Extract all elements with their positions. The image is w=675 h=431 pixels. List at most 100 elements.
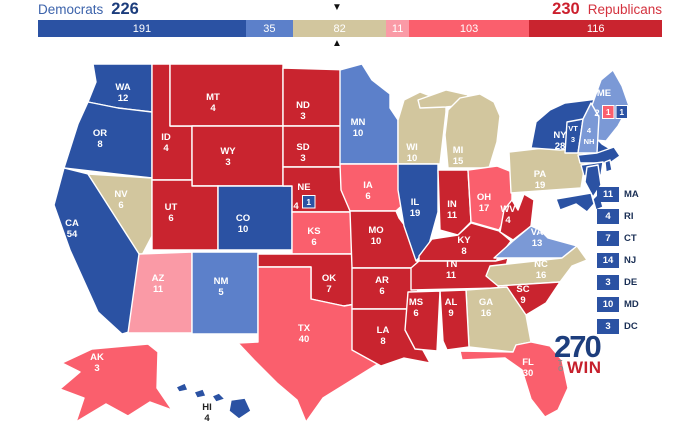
sidebar-ev-box-dc: 3 xyxy=(597,319,619,334)
state-label-ut: UT 6 xyxy=(165,202,178,224)
state-label-vt: VT 3 xyxy=(568,124,578,144)
state-label-nc: NC 16 xyxy=(534,259,548,281)
state-mi[interactable] xyxy=(444,93,501,169)
small-state-legend: 11 MA 4 RI 7 CT 14 NJ 3 DE 10 MD 3 DC xyxy=(597,187,639,334)
state-label-mn: MN 10 xyxy=(351,117,366,139)
state-label-tx: TX 40 xyxy=(298,323,311,345)
sidebar-label-de: DE xyxy=(624,277,638,288)
state-label-ar: AR 6 xyxy=(375,275,389,297)
bar-segment-tossup: 82 xyxy=(292,20,387,37)
state-hi-island-2[interactable] xyxy=(193,388,207,399)
state-hi-island-3[interactable] xyxy=(211,392,226,403)
state-label-az: AZ 11 xyxy=(152,273,165,295)
state-label-ne: NE xyxy=(297,182,310,193)
bar-segment-safe-dem: 191 xyxy=(38,20,246,37)
state-fl[interactable] xyxy=(459,341,569,418)
state-mt[interactable] xyxy=(169,63,284,127)
state-ms[interactable] xyxy=(404,290,441,352)
state-label-wy: WY 3 xyxy=(220,146,236,168)
state-ak[interactable] xyxy=(59,343,173,423)
republicans-label: Republicans xyxy=(587,2,662,17)
state-label-mt: MT 4 xyxy=(206,92,220,114)
sidebar-ev-box-ct: 7 xyxy=(597,231,619,246)
state-label-co: CO 10 xyxy=(236,213,250,235)
state-label-wv: WV 4 xyxy=(500,204,516,226)
state-label-me: ME xyxy=(597,88,611,99)
state-label-ny: NY 28 xyxy=(553,130,567,152)
logo-to: TO xyxy=(558,360,564,373)
state-label-mi: MI 15 xyxy=(453,145,464,167)
state-co[interactable] xyxy=(217,185,293,251)
state-label-oh: OH 17 xyxy=(477,192,491,214)
state-label-tn: TN 11 xyxy=(445,259,458,281)
state-or[interactable] xyxy=(63,101,153,179)
state-label-nh: 4 NH xyxy=(584,126,595,146)
sidebar-ev-box-ri: 4 xyxy=(597,209,619,224)
sidebar-ev-box-ma: 11 xyxy=(597,187,619,202)
state-ma[interactable] xyxy=(577,146,621,164)
state-label-al: AL 9 xyxy=(445,297,458,319)
win-threshold-marker-up-icon: ▲ xyxy=(332,38,342,49)
state-hi-island-1[interactable] xyxy=(175,382,189,393)
state-label-nd: ND 3 xyxy=(296,100,310,122)
state-label-ok: OK 7 xyxy=(322,273,336,295)
state-label-ms: MS 6 xyxy=(409,297,423,319)
me-district-1-ev: 1 xyxy=(619,107,624,117)
democrats-header: Democrats 226 xyxy=(38,0,139,19)
state-label-hi: HI 4 xyxy=(202,402,212,424)
sidebar-label-ri: RI xyxy=(624,211,634,222)
me-district-2-box[interactable] xyxy=(602,105,615,119)
bar-segment-likely-rep: 103 xyxy=(408,20,530,37)
sidebar-ev-box-nj: 14 xyxy=(597,253,619,268)
bar-segment-likely-dem: 35 xyxy=(245,20,293,37)
state-md[interactable] xyxy=(555,192,595,213)
state-label-ga: GA 16 xyxy=(479,297,493,319)
state-label-ks: KS 6 xyxy=(307,226,320,248)
sidebar-state-dc[interactable]: 3 DC xyxy=(597,319,639,334)
state-label-ky: KY 8 xyxy=(457,235,471,257)
state-label-ak: AK 3 xyxy=(90,352,104,374)
state-label-wi: WI 10 xyxy=(406,142,418,164)
sidebar-state-md[interactable]: 10 MD xyxy=(597,297,639,312)
state-label-wa: WA 12 xyxy=(115,82,130,104)
sidebar-label-dc: DC xyxy=(624,321,638,332)
state-nc[interactable] xyxy=(485,245,588,287)
state-wy[interactable] xyxy=(191,125,284,187)
state-al[interactable] xyxy=(439,289,470,351)
state-hi-island-4[interactable] xyxy=(228,397,252,420)
electoral-vote-bar: 191 35 82 11 103 116 xyxy=(38,20,663,37)
state-label-il: IL 19 xyxy=(410,197,421,219)
bar-segment-safe-rep: 116 xyxy=(529,20,663,37)
state-nh[interactable] xyxy=(577,102,600,154)
state-label-in: IN 11 xyxy=(447,199,458,221)
state-ri[interactable] xyxy=(604,159,613,173)
state-ut[interactable] xyxy=(151,179,219,251)
sidebar-state-de[interactable]: 3 DE xyxy=(597,275,639,290)
state-label-fl: FL 30 xyxy=(522,357,534,379)
state-label-nv: NV 6 xyxy=(114,189,128,211)
me-district-1-box[interactable] xyxy=(615,105,628,119)
sidebar-label-nj: NJ xyxy=(624,255,637,266)
270towin-logo: 270 TO WIN xyxy=(554,331,602,376)
ne-statewide-ev: 4 xyxy=(293,201,299,212)
state-ia[interactable] xyxy=(339,163,408,212)
state-label-mo: MO 10 xyxy=(368,225,383,247)
state-label-sd: SD 3 xyxy=(296,142,309,164)
state-label-ca: CA 54 xyxy=(65,218,79,240)
state-label-pa: PA 19 xyxy=(534,169,547,191)
sidebar-state-ma[interactable]: 11 MA xyxy=(597,187,639,202)
sidebar-state-ct[interactable]: 7 CT xyxy=(597,231,639,246)
democrats-total: 226 xyxy=(111,0,139,18)
state-label-va: VA 13 xyxy=(531,227,544,249)
republicans-total: 230 xyxy=(552,0,580,18)
sidebar-state-ri[interactable]: 4 RI xyxy=(597,209,639,224)
ne-district-2-ev: 1 xyxy=(306,197,311,207)
sidebar-state-nj[interactable]: 14 NJ xyxy=(597,253,639,268)
ne-district-2-box[interactable] xyxy=(302,195,316,209)
state-label-or: OR 8 xyxy=(93,128,107,150)
state-mn[interactable] xyxy=(339,63,399,165)
state-nm[interactable] xyxy=(191,251,259,335)
sidebar-ev-box-de: 3 xyxy=(597,275,619,290)
